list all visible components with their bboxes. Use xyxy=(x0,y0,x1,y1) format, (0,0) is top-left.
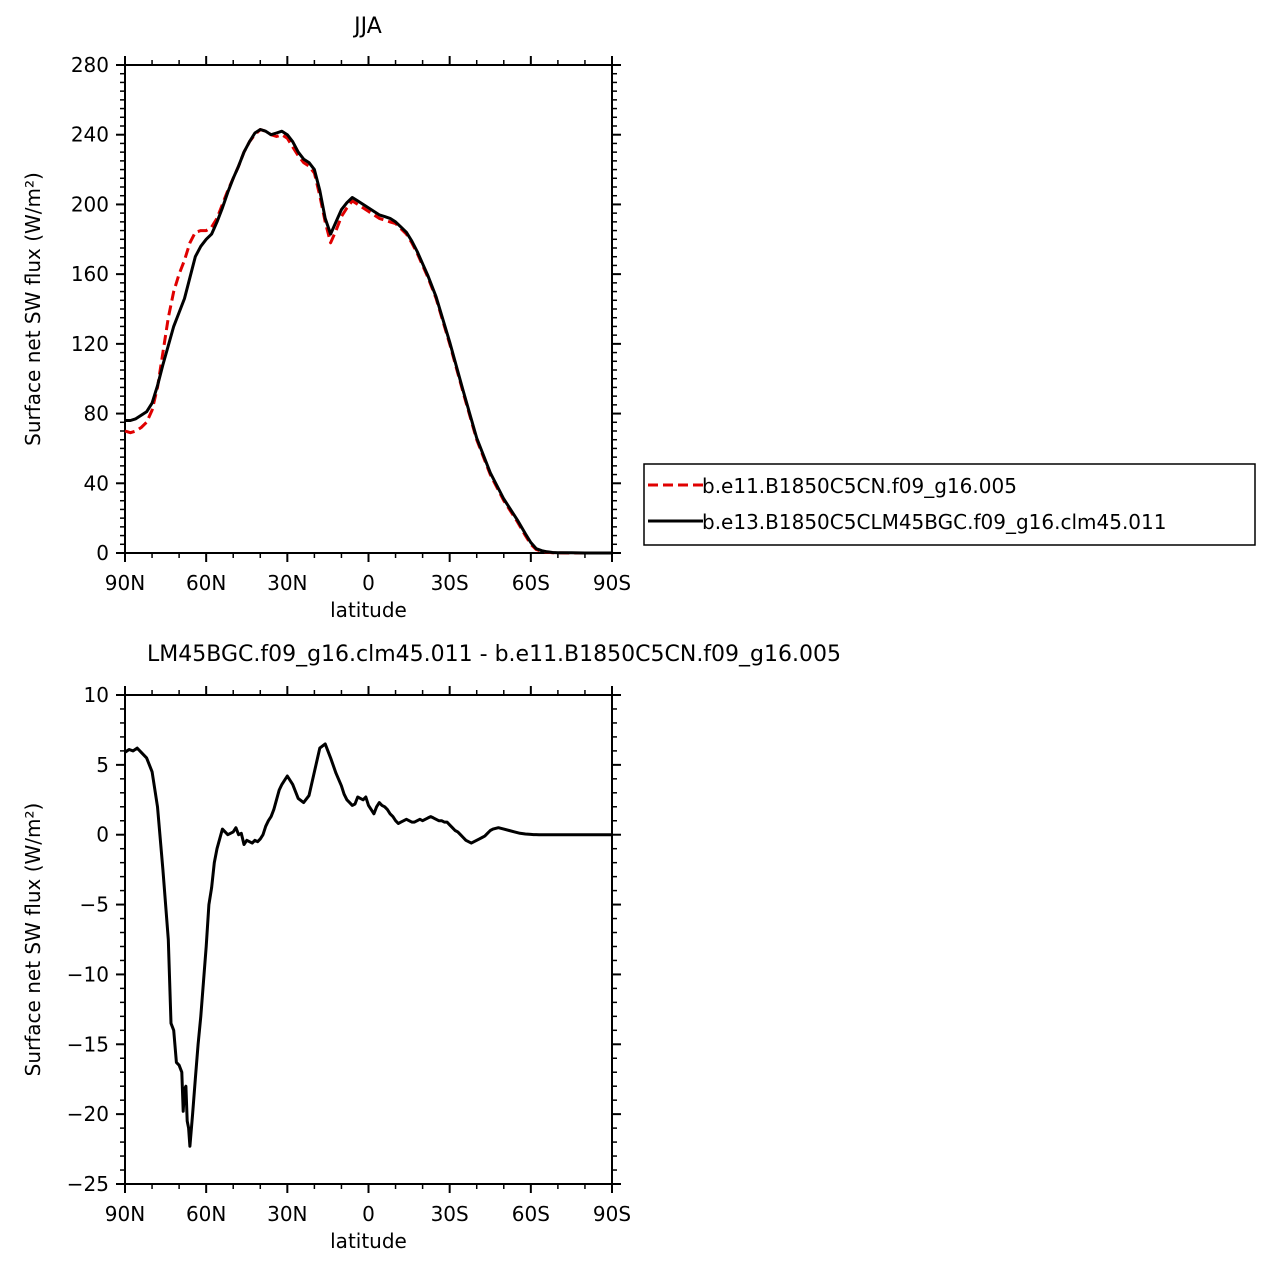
y-tick-label: 80 xyxy=(84,402,109,426)
x-tick-label: 90S xyxy=(593,1202,631,1226)
x-tick-label: 60S xyxy=(512,571,550,595)
x-tick-label: 60S xyxy=(512,1202,550,1226)
x-tick-label: 30S xyxy=(431,1202,469,1226)
y-tick-label: 40 xyxy=(84,471,109,495)
x-tick-label: 90S xyxy=(593,571,631,595)
y-tick-label: −10 xyxy=(67,962,109,986)
x-tick-label: 60N xyxy=(186,571,226,595)
x-tick-label: 0 xyxy=(362,1202,375,1226)
y-tick-label: −15 xyxy=(67,1032,109,1056)
y-tick-label: 120 xyxy=(71,332,109,356)
y-tick-label: 240 xyxy=(71,123,109,147)
y-tick-label: 160 xyxy=(71,262,109,286)
panel-1: 90N 60N 30N 0 30S 60S 90S 0 40 80 120 160 200 240 280 J… xyxy=(21,14,631,622)
x-tick-label: 60N xyxy=(186,1202,226,1226)
y-tick-label: −20 xyxy=(67,1102,109,1126)
chart-title: JJA xyxy=(352,14,382,39)
y-tick-label: 10 xyxy=(84,683,109,707)
y-axis-label: Surface net SW flux (W/m²) xyxy=(21,803,45,1077)
x-tick-label: 30N xyxy=(267,571,307,595)
series-line-1 xyxy=(124,742,612,1148)
series-line-2 xyxy=(125,128,612,555)
chart-title: LM45BGC.f09_g16.clm45.011 - b.e11.B1850C… xyxy=(147,642,841,667)
legend-entry-1: b.e11.B1850C5CN.f09_g16.005 xyxy=(702,474,1017,498)
x-axis-label: latitude xyxy=(330,1229,407,1253)
y-tick-label: 0 xyxy=(96,541,109,565)
panel-2: 90N 60N 30N 0 30S 60S 90S −25 −20 −15 −10 −5 0 5 10 LM4… xyxy=(21,642,841,1253)
y-tick-label: −25 xyxy=(67,1172,109,1196)
y-tick-label: 200 xyxy=(71,192,109,216)
y-axis-label: Surface net SW flux (W/m²) xyxy=(21,172,45,446)
x-axis-label: latitude xyxy=(330,598,407,622)
legend-box xyxy=(643,463,1256,546)
y-tick-label: 5 xyxy=(96,753,109,777)
x-tick-label: 30N xyxy=(267,1202,307,1226)
y-tick-label: 280 xyxy=(71,53,109,77)
x-tick-label: 90N xyxy=(105,1202,145,1226)
y-tick-label: 0 xyxy=(96,823,109,847)
plot-frame xyxy=(124,694,613,1185)
series-line-1 xyxy=(124,128,612,555)
x-tick-label: 30S xyxy=(431,571,469,595)
plot-frame xyxy=(124,64,613,554)
x-tick-label: 90N xyxy=(105,571,145,595)
legend-entry-2: b.e13.B1850C5CLM45BGC.f09_g16.clm45.011 xyxy=(702,510,1166,534)
legend: b.e11.B1850C5CN.f09_g16.005 b.e13.B1850C5… xyxy=(643,463,1256,546)
y-tick-label: −5 xyxy=(80,893,109,917)
x-tick-label: 0 xyxy=(362,571,375,595)
